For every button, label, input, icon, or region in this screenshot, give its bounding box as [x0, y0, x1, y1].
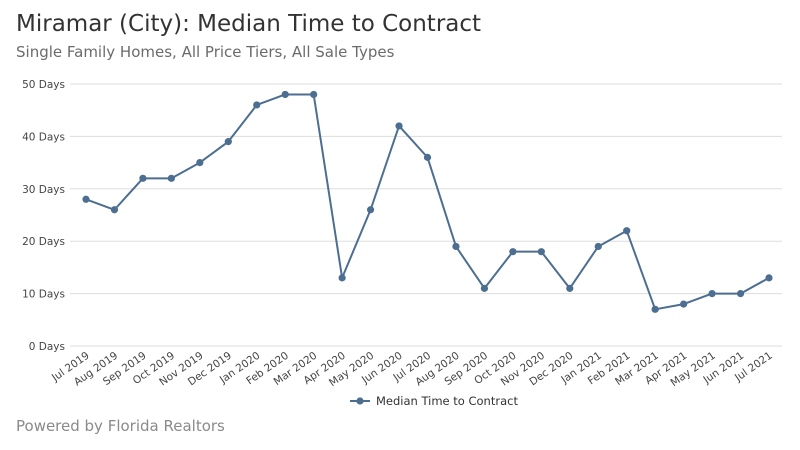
- data-point[interactable]: [253, 101, 261, 109]
- grid-lines: [70, 83, 782, 347]
- legend-label: Median Time to Contract: [376, 394, 518, 408]
- powered-by-footer: Powered by Florida Realtors: [16, 417, 225, 435]
- data-point[interactable]: [423, 153, 432, 161]
- data-point[interactable]: [395, 122, 403, 130]
- y-tick-label: 50 Days: [22, 79, 65, 91]
- y-tick-label: 0 Days: [29, 341, 65, 353]
- legend[interactable]: Median Time to Contract: [350, 394, 518, 408]
- data-point[interactable]: [623, 227, 631, 235]
- y-tick-label: 40 Days: [22, 131, 65, 143]
- legend-marker: [356, 397, 364, 405]
- data-point[interactable]: [196, 159, 204, 167]
- series-line: [85, 93, 770, 311]
- chart-subtitle: Single Family Homes, All Price Tiers, Al…: [16, 43, 395, 61]
- data-point[interactable]: [366, 206, 375, 214]
- data-point[interactable]: [224, 138, 232, 146]
- data-point[interactable]: [566, 284, 574, 292]
- series-median-time-to-contract: [82, 90, 773, 313]
- data-point[interactable]: [708, 290, 716, 298]
- data-point[interactable]: [139, 174, 147, 182]
- data-point[interactable]: [338, 274, 346, 282]
- data-point[interactable]: [110, 206, 119, 214]
- data-point[interactable]: [594, 242, 602, 251]
- data-point[interactable]: [765, 274, 773, 282]
- data-point[interactable]: [509, 248, 517, 256]
- data-point[interactable]: [736, 290, 745, 298]
- data-point[interactable]: [651, 305, 659, 313]
- y-tick-label: 30 Days: [22, 184, 65, 196]
- y-tick-label: 10 Days: [22, 289, 65, 301]
- data-point[interactable]: [281, 90, 289, 99]
- y-tick-label: 20 Days: [22, 236, 65, 248]
- chart-title: Miramar (City): Median Time to Contract: [16, 11, 482, 37]
- y-axis-tick-labels: 0 Days 10 Days 20 Days 30 Days 40 Days 50 Day…: [22, 79, 65, 353]
- data-point[interactable]: [480, 284, 489, 292]
- data-point[interactable]: [537, 248, 545, 256]
- data-point[interactable]: [452, 242, 460, 251]
- data-point[interactable]: [680, 300, 688, 308]
- data-point[interactable]: [310, 90, 318, 99]
- data-point[interactable]: [82, 195, 90, 203]
- data-point[interactable]: [167, 174, 175, 182]
